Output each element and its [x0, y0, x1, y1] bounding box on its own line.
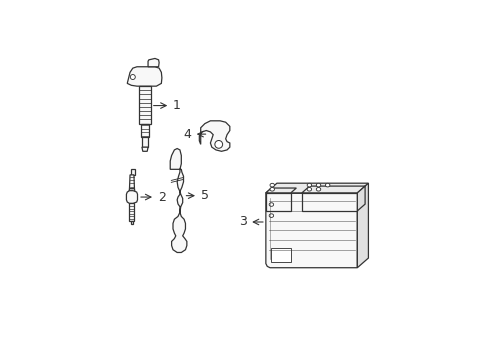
FancyBboxPatch shape — [142, 138, 148, 147]
Polygon shape — [265, 183, 367, 193]
Circle shape — [214, 140, 222, 148]
Ellipse shape — [316, 188, 320, 191]
FancyBboxPatch shape — [131, 221, 133, 224]
Ellipse shape — [268, 203, 273, 206]
Polygon shape — [148, 58, 159, 67]
Ellipse shape — [306, 183, 311, 187]
Ellipse shape — [316, 183, 320, 187]
Ellipse shape — [269, 188, 274, 191]
Ellipse shape — [306, 188, 311, 191]
Polygon shape — [170, 149, 186, 252]
Polygon shape — [126, 191, 137, 203]
Polygon shape — [128, 189, 135, 194]
Polygon shape — [142, 147, 148, 151]
FancyBboxPatch shape — [140, 123, 149, 138]
Polygon shape — [357, 186, 365, 211]
FancyBboxPatch shape — [139, 86, 150, 123]
Text: 3: 3 — [238, 216, 246, 229]
Ellipse shape — [268, 214, 273, 217]
Ellipse shape — [269, 183, 274, 187]
Ellipse shape — [325, 183, 329, 187]
Text: 2: 2 — [158, 190, 165, 203]
Polygon shape — [127, 67, 162, 86]
FancyBboxPatch shape — [271, 248, 290, 262]
Polygon shape — [357, 183, 367, 268]
Text: 1: 1 — [173, 99, 181, 112]
Polygon shape — [129, 175, 134, 189]
Text: 5: 5 — [200, 189, 208, 202]
Polygon shape — [265, 193, 357, 268]
FancyBboxPatch shape — [265, 193, 290, 211]
Polygon shape — [199, 121, 229, 151]
FancyBboxPatch shape — [129, 203, 134, 221]
Polygon shape — [265, 188, 296, 193]
FancyBboxPatch shape — [301, 193, 357, 211]
Circle shape — [130, 75, 135, 80]
Polygon shape — [301, 186, 365, 193]
Text: 4: 4 — [183, 128, 191, 141]
FancyBboxPatch shape — [131, 169, 135, 175]
